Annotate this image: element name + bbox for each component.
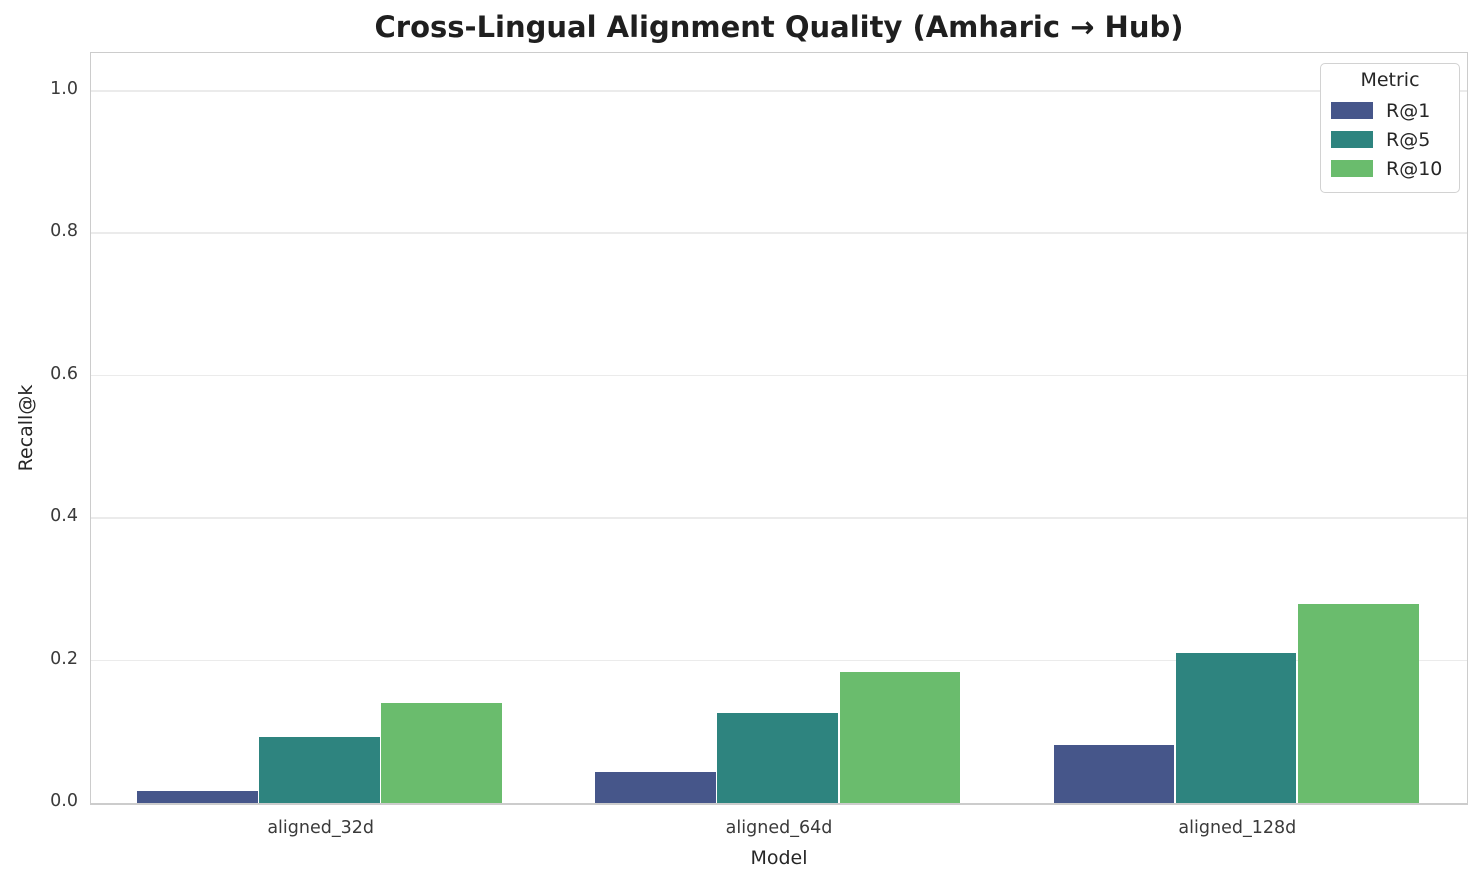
- legend-swatch-icon: [1331, 131, 1373, 148]
- gridline: [91, 232, 1467, 234]
- legend-item-R@5: R@5: [1331, 125, 1449, 154]
- gridline: [91, 374, 1467, 377]
- x-axis-label: Model: [750, 847, 808, 869]
- gridline: [91, 659, 1467, 662]
- bar-aligned_128d-R@5: [1175, 652, 1297, 803]
- bar-aligned_128d-R@1: [1053, 744, 1175, 803]
- y-tick-label: 0.6: [50, 363, 78, 384]
- x-tick-label: aligned_32d: [267, 818, 374, 838]
- legend-title: Metric: [1360, 69, 1420, 91]
- legend-label: R@1: [1386, 99, 1431, 122]
- bar-aligned_32d-R@1: [136, 790, 258, 803]
- legend-label: R@10: [1386, 157, 1443, 180]
- gridline: [91, 517, 1467, 519]
- bar-aligned_64d-R@5: [717, 712, 839, 803]
- x-tick-label: aligned_128d: [1178, 818, 1297, 838]
- legend-item-R@1: R@1: [1331, 96, 1449, 125]
- bar-aligned_128d-R@10: [1297, 604, 1419, 803]
- y-tick-label: 0.8: [50, 221, 78, 242]
- chart-title: Cross-Lingual Alignment Quality (Amharic…: [374, 10, 1184, 44]
- gridline: [91, 90, 1467, 92]
- legend: Metric R@1 R@5 R@10: [1320, 63, 1460, 193]
- bar-aligned_32d-R@10: [381, 703, 502, 803]
- plot-area: Metric R@1 R@5 R@10: [90, 52, 1468, 805]
- bars-layer: [91, 53, 1467, 803]
- legend-swatch-icon: [1331, 102, 1373, 119]
- bar-aligned_32d-R@5: [259, 737, 380, 803]
- y-tick-label: 1.0: [50, 78, 78, 99]
- bar-aligned_64d-R@1: [595, 771, 716, 803]
- y-tick-label: 0.2: [50, 648, 78, 669]
- legend-swatch-icon: [1331, 160, 1373, 177]
- y-tick-label: 0.0: [50, 791, 78, 811]
- y-axis-label: Recall@k: [15, 384, 37, 472]
- bar-aligned_64d-R@10: [839, 671, 961, 803]
- x-tick-label: aligned_64d: [725, 818, 833, 838]
- y-tick-label: 0.4: [50, 506, 78, 527]
- legend-label: R@5: [1386, 128, 1431, 151]
- legend-items: R@1 R@5 R@10: [1331, 96, 1449, 183]
- legend-item-R@10: R@10: [1331, 154, 1449, 183]
